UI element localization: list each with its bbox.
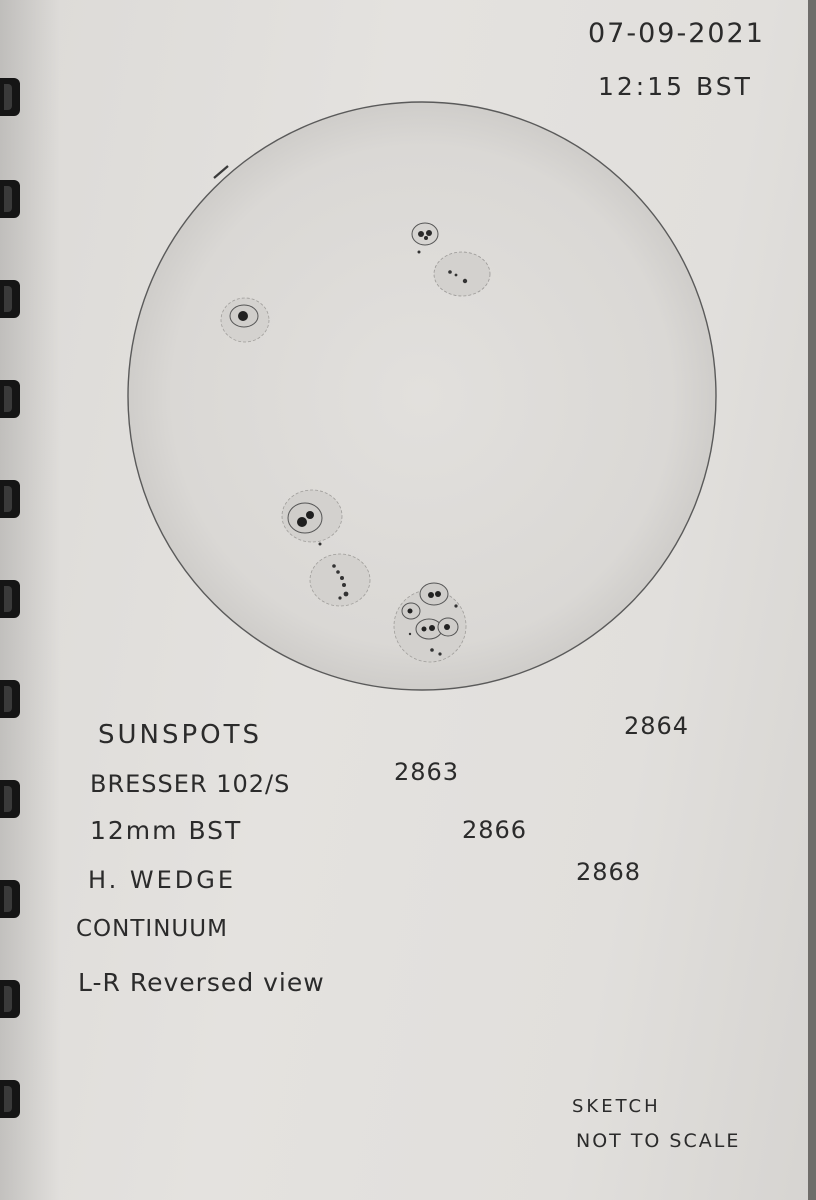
note-mode: CONTINUUM (76, 916, 228, 942)
region-label: 2863 (394, 758, 459, 786)
region-label: 2866 (462, 816, 527, 844)
faculae-patch (434, 252, 490, 296)
note-eyepiece: 12mm BST (90, 816, 242, 845)
note-subject: SUNSPOTS (98, 720, 262, 750)
footer-sketch-label: SKETCH (572, 1096, 661, 1117)
region-label: 2864 (624, 712, 689, 740)
observation-time: 12:15 BST (598, 72, 753, 101)
footer-scale-label: NOT TO SCALE (576, 1130, 740, 1152)
observation-date: 07-09-2021 (588, 18, 765, 49)
note-telescope: BRESSER 102/S (90, 770, 290, 798)
sunspot-group (221, 298, 269, 342)
sunspot-group (310, 554, 370, 606)
note-filter: H. WEDGE (88, 866, 236, 894)
region-label: 2868 (576, 858, 641, 886)
note-orientation: L-R Reversed view (78, 968, 325, 997)
